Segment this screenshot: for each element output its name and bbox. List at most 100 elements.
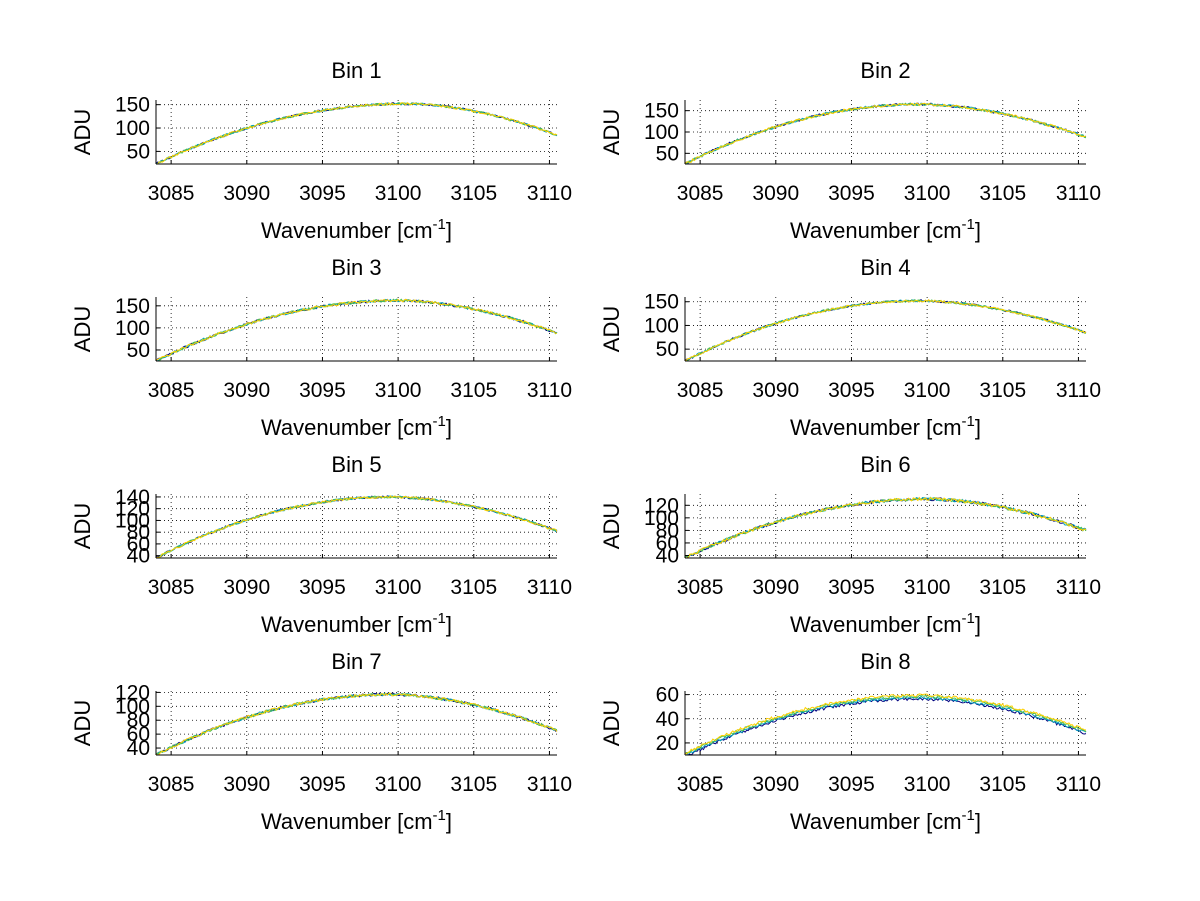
x-tick-label: 3110 bbox=[527, 576, 572, 599]
x-tick-label: 3100 bbox=[904, 379, 951, 402]
y-tick-label: 150 bbox=[115, 94, 150, 117]
x-tick-label: 3090 bbox=[223, 576, 270, 599]
x-tick-label: 3110 bbox=[1056, 379, 1101, 402]
y-tick-label: 100 bbox=[644, 314, 679, 337]
x-axis-label: Wavenumber [cm-1] bbox=[790, 610, 981, 637]
x-tick-label: 3095 bbox=[828, 576, 875, 599]
x-tick-label: 3095 bbox=[299, 773, 346, 796]
x-tick-label: 3090 bbox=[752, 182, 799, 205]
y-tick-label: 150 bbox=[115, 295, 150, 318]
x-tick-label: 3090 bbox=[752, 576, 799, 599]
x-tick-label: 3100 bbox=[904, 773, 951, 796]
x-tick-label: 3095 bbox=[828, 182, 875, 205]
series-line-1 bbox=[155, 495, 558, 558]
grid bbox=[156, 494, 557, 558]
y-tick-label: 100 bbox=[115, 509, 150, 532]
y-tick-label: 120 bbox=[115, 498, 150, 521]
x-tick-label: 3110 bbox=[527, 379, 572, 402]
panel-title: Bin 8 bbox=[860, 649, 910, 674]
x-axis-label: Wavenumber [cm-1] bbox=[790, 413, 981, 440]
grid bbox=[156, 297, 557, 361]
series-line-3 bbox=[155, 692, 558, 756]
x-axis-label: Wavenumber [cm-1] bbox=[261, 610, 452, 637]
x-tick-label: 3090 bbox=[223, 379, 270, 402]
panel-title: Bin 1 bbox=[331, 58, 381, 83]
y-tick-label: 50 bbox=[127, 140, 150, 163]
series-line-3 bbox=[156, 298, 558, 362]
grid bbox=[685, 691, 1086, 755]
y-tick-label: 20 bbox=[656, 732, 679, 755]
y-tick-label: 100 bbox=[115, 317, 150, 340]
panel-title: Bin 6 bbox=[860, 452, 910, 477]
y-tick-label: 50 bbox=[656, 142, 679, 165]
y-tick-label: 60 bbox=[656, 684, 679, 707]
x-tick-label: 3085 bbox=[677, 379, 724, 402]
x-tick-label: 3105 bbox=[979, 576, 1026, 599]
y-tick-label: 100 bbox=[644, 507, 679, 530]
series-line-3 bbox=[684, 102, 1087, 165]
x-tick-label: 3110 bbox=[1056, 182, 1101, 205]
y-tick-label: 80 bbox=[127, 709, 150, 732]
x-tick-label: 3090 bbox=[752, 379, 799, 402]
x-tick-label: 3100 bbox=[375, 379, 422, 402]
x-tick-label: 3100 bbox=[375, 576, 422, 599]
y-axis-label: ADU bbox=[599, 109, 624, 155]
series-line-2 bbox=[156, 692, 558, 756]
series-line-1 bbox=[684, 102, 1087, 164]
series-line-2 bbox=[685, 496, 1087, 559]
y-axis-label: ADU bbox=[70, 700, 95, 746]
x-axis-label: Wavenumber [cm-1] bbox=[261, 216, 452, 243]
y-tick-label: 40 bbox=[127, 545, 150, 568]
x-axis-label: Wavenumber [cm-1] bbox=[261, 807, 452, 834]
grid bbox=[156, 691, 557, 755]
panel-title: Bin 4 bbox=[860, 255, 910, 280]
y-axis-label: ADU bbox=[599, 306, 624, 352]
y-axis-label: ADU bbox=[70, 306, 95, 352]
x-tick-label: 3095 bbox=[299, 379, 346, 402]
x-axis-label: Wavenumber [cm-1] bbox=[790, 807, 981, 834]
x-tick-label: 3085 bbox=[148, 379, 195, 402]
x-tick-label: 3105 bbox=[979, 379, 1026, 402]
series-line-4 bbox=[684, 496, 1087, 559]
x-tick-label: 3105 bbox=[450, 379, 497, 402]
series-line-3 bbox=[156, 495, 558, 559]
x-tick-label: 3110 bbox=[527, 773, 572, 796]
x-tick-label: 3110 bbox=[1056, 576, 1101, 599]
series-line-2 bbox=[685, 695, 1087, 756]
y-tick-label: 40 bbox=[656, 708, 679, 731]
grid bbox=[156, 100, 557, 164]
series-line-3 bbox=[684, 298, 1087, 362]
x-tick-label: 3100 bbox=[375, 773, 422, 796]
x-tick-label: 3085 bbox=[677, 182, 724, 205]
series-line-1 bbox=[684, 299, 1087, 361]
x-tick-label: 3100 bbox=[904, 182, 951, 205]
x-axis-label: Wavenumber [cm-1] bbox=[790, 216, 981, 243]
series-line-3 bbox=[684, 496, 1087, 558]
x-tick-label: 3085 bbox=[677, 773, 724, 796]
series-line-4 bbox=[684, 102, 1087, 165]
x-tick-label: 3085 bbox=[677, 576, 724, 599]
x-tick-label: 3105 bbox=[979, 182, 1026, 205]
y-axis-label: ADU bbox=[599, 503, 624, 549]
series-line-4 bbox=[155, 495, 558, 559]
y-tick-label: 150 bbox=[644, 291, 679, 314]
y-tick-label: 120 bbox=[115, 681, 150, 704]
y-tick-label: 60 bbox=[656, 532, 679, 555]
x-tick-label: 3095 bbox=[828, 773, 875, 796]
y-tick-label: 120 bbox=[644, 494, 679, 517]
y-axis-label: ADU bbox=[70, 109, 95, 155]
grid bbox=[685, 297, 1086, 361]
x-tick-label: 3085 bbox=[148, 182, 195, 205]
y-tick-label: 100 bbox=[115, 117, 150, 140]
y-tick-label: 50 bbox=[127, 339, 150, 362]
x-tick-label: 3090 bbox=[752, 773, 799, 796]
x-tick-label: 3105 bbox=[979, 773, 1026, 796]
panel-title: Bin 5 bbox=[331, 452, 381, 477]
y-tick-label: 40 bbox=[656, 544, 679, 567]
y-tick-label: 100 bbox=[115, 695, 150, 718]
x-tick-label: 3110 bbox=[1056, 773, 1101, 796]
series-line-3 bbox=[155, 102, 558, 165]
series-line-3 bbox=[684, 694, 1087, 755]
